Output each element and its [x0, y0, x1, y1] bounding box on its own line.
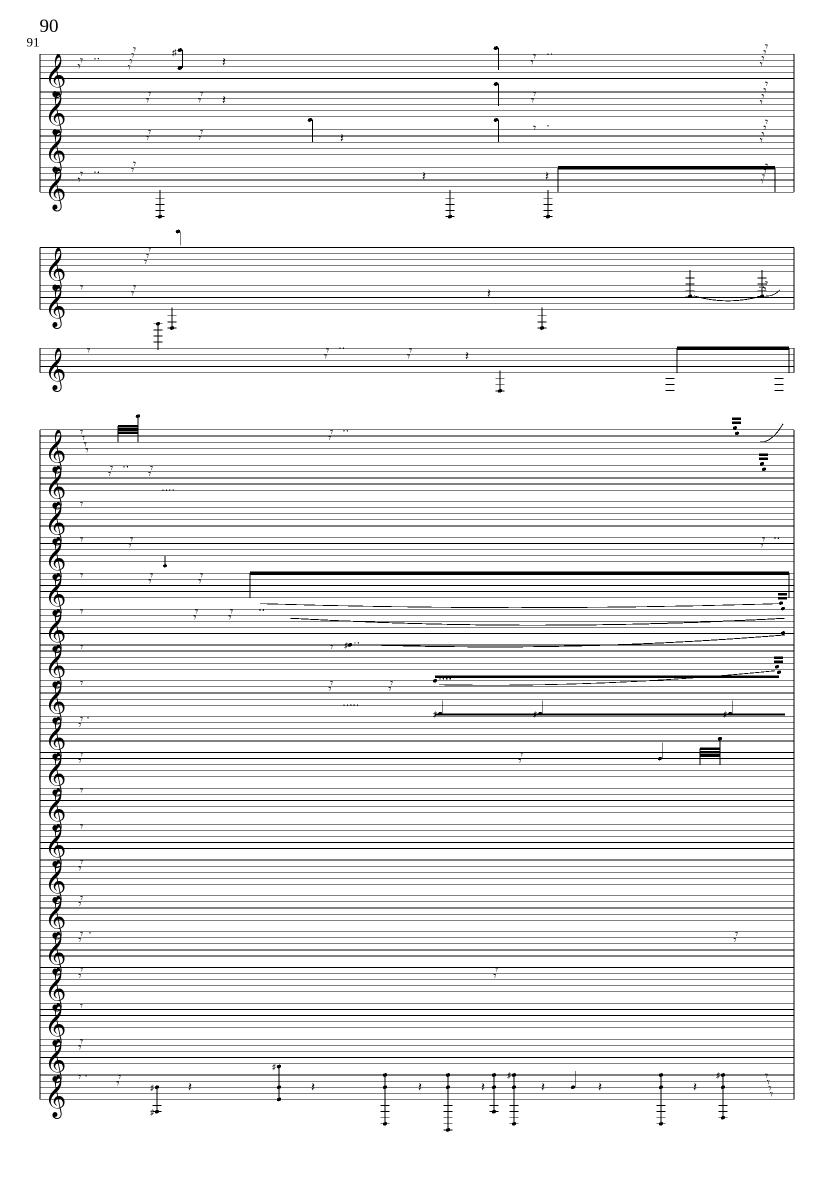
- svg-text:♯: ♯: [150, 1083, 154, 1092]
- svg-text:𝄾: 𝄾: [388, 682, 391, 696]
- svg-text:𝄾: 𝄾: [80, 819, 83, 833]
- svg-text:𝄾: 𝄾: [146, 93, 149, 107]
- svg-text:𝄾: 𝄾: [531, 93, 534, 107]
- svg-text:𝄞: 𝄞: [45, 53, 67, 98]
- svg-text:𝄽: 𝄽: [598, 1080, 602, 1095]
- svg-text:𝄾: 𝄾: [80, 497, 83, 511]
- svg-text:𝄾: 𝄾: [80, 281, 83, 295]
- svg-text:𝄾: 𝄾: [80, 533, 83, 547]
- svg-text:𝄞: 𝄞: [45, 1074, 67, 1119]
- svg-text:𝄾: 𝄾: [80, 568, 83, 582]
- svg-text:𝄾: 𝄾: [128, 61, 131, 75]
- svg-text:♯: ♯: [272, 1063, 276, 1072]
- svg-text:𝄞: 𝄞: [45, 284, 67, 329]
- svg-text:𝄾: 𝄾: [198, 93, 201, 107]
- svg-text:𝄽: 𝄽: [545, 168, 549, 183]
- svg-text:𝄾: 𝄾: [328, 431, 331, 445]
- svg-text:𝄾: 𝄾: [131, 163, 134, 177]
- svg-text:𝄾: 𝄾: [128, 539, 131, 553]
- svg-text:𝄞: 𝄞: [45, 167, 67, 212]
- svg-text:𝄾: 𝄾: [733, 933, 736, 947]
- svg-text:𝄾: 𝄾: [85, 443, 88, 457]
- svg-text:𝄾: 𝄾: [78, 1070, 81, 1084]
- svg-text:𝄾: 𝄾: [761, 175, 764, 189]
- svg-text:𝄽: 𝄽: [487, 286, 491, 301]
- svg-text:𝄾: 𝄾: [493, 969, 496, 983]
- svg-text:𝄽: 𝄽: [340, 130, 344, 145]
- svg-text:𝄾: 𝄾: [193, 610, 196, 624]
- svg-text:𝄾: 𝄾: [80, 640, 83, 654]
- svg-text:𝄾: 𝄾: [131, 287, 134, 301]
- svg-text:𝄾: 𝄾: [330, 640, 333, 654]
- svg-text:𝄾: 𝄾: [78, 897, 81, 911]
- svg-text:𝄾: 𝄾: [760, 133, 763, 147]
- svg-text:𝄾: 𝄾: [78, 59, 81, 73]
- svg-text:𝄽: 𝄽: [188, 1080, 192, 1095]
- svg-text:𝄾: 𝄾: [533, 121, 536, 135]
- svg-text:𝄾: 𝄾: [80, 604, 83, 618]
- svg-text:𝄾: 𝄾: [108, 467, 111, 481]
- svg-text:𝄽: 𝄽: [222, 93, 226, 108]
- svg-text:𝄾: 𝄾: [148, 575, 151, 589]
- svg-text:𝄾: 𝄾: [80, 676, 83, 690]
- svg-text:𝄾: 𝄾: [78, 969, 81, 983]
- svg-text:𝄾: 𝄾: [760, 539, 763, 553]
- svg-text:𝄾: 𝄾: [198, 575, 201, 589]
- svg-text:𝄾: 𝄾: [80, 1001, 83, 1013]
- svg-text:𝄞: 𝄞: [45, 91, 67, 136]
- svg-text:𝄾: 𝄾: [87, 343, 90, 357]
- svg-text:𝄽: 𝄽: [222, 55, 226, 70]
- svg-text:𝄾: 𝄾: [116, 1076, 119, 1090]
- svg-text:𝄾: 𝄾: [518, 754, 521, 768]
- svg-text:𝄽: 𝄽: [422, 168, 426, 183]
- svg-text:♯: ♯: [150, 1108, 154, 1117]
- svg-text:𝄽: 𝄽: [465, 349, 469, 364]
- svg-text:𝄾: 𝄾: [78, 754, 81, 768]
- svg-text:𝄾: 𝄾: [148, 467, 151, 481]
- svg-text:𝄾: 𝄾: [144, 255, 147, 269]
- svg-text:𝄞: 𝄞: [45, 246, 67, 291]
- svg-text:𝄾: 𝄾: [78, 861, 81, 875]
- svg-text:91: 91: [27, 35, 40, 50]
- svg-text:𝄾: 𝄾: [78, 718, 81, 732]
- svg-text:𝄽: 𝄽: [418, 1080, 422, 1095]
- svg-text:𝄾: 𝄾: [328, 682, 331, 696]
- svg-text:90: 90: [40, 16, 59, 37]
- svg-text:𝄾: 𝄾: [78, 933, 81, 947]
- svg-text:𝄾: 𝄾: [146, 131, 149, 145]
- svg-text:𝄾: 𝄾: [760, 96, 763, 110]
- svg-text:♯: ♯: [716, 1071, 720, 1080]
- svg-text:♯: ♯: [507, 1071, 511, 1080]
- svg-text:𝄾: 𝄾: [198, 131, 201, 145]
- svg-text:𝄞: 𝄞: [45, 347, 67, 392]
- svg-text:𝄾: 𝄾: [531, 55, 534, 69]
- svg-text:𝄽: 𝄽: [481, 1080, 485, 1095]
- svg-text:𝄾: 𝄾: [763, 283, 766, 297]
- svg-text:♯: ♯: [344, 641, 348, 650]
- svg-text:𝄾: 𝄾: [80, 784, 83, 798]
- svg-text:𝄾: 𝄾: [760, 58, 763, 72]
- svg-text:♯: ♯: [172, 47, 177, 57]
- svg-text:𝄾: 𝄾: [78, 173, 81, 187]
- svg-text:𝄾: 𝄾: [407, 350, 410, 364]
- svg-text:𝄞: 𝄞: [45, 129, 67, 174]
- svg-text:𝄽: 𝄽: [693, 1080, 697, 1095]
- svg-text:𝄽: 𝄽: [311, 1080, 315, 1095]
- svg-text:𝄾: 𝄾: [228, 610, 231, 624]
- svg-text:𝄾: 𝄾: [324, 350, 327, 364]
- svg-text:𝄾: 𝄾: [78, 1040, 81, 1054]
- svg-text:𝄽: 𝄽: [541, 1080, 545, 1095]
